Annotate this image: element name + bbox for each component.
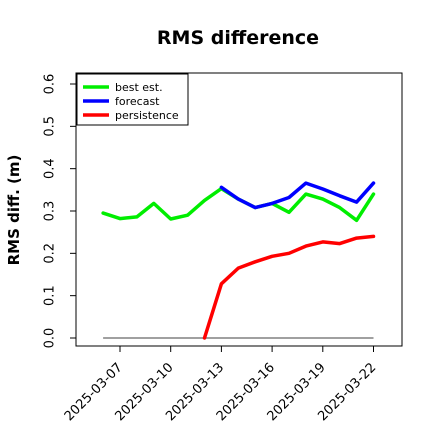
legend-label: forecast xyxy=(115,95,160,108)
legend-label: persistence xyxy=(115,109,179,122)
y-tick-label: 0.3 xyxy=(43,201,58,222)
plot-frame xyxy=(75,72,403,347)
series-line-forecast xyxy=(219,181,376,210)
y-tick-label: 0.4 xyxy=(43,158,58,179)
y-tick-label: 0.1 xyxy=(43,285,58,306)
plot-area: 0.00.10.20.30.40.50.62025-03-072025-03-1… xyxy=(43,72,403,424)
y-tick-label: 0.5 xyxy=(43,116,58,137)
y-tick-label: 0.6 xyxy=(43,74,58,95)
y-tick-label: 0.0 xyxy=(43,328,58,349)
chart-title: RMS difference xyxy=(157,27,319,49)
legend-label: best est. xyxy=(115,81,163,94)
series-line-persistence xyxy=(202,234,376,340)
y-tick-label: 0.2 xyxy=(43,243,58,264)
y-axis-label: RMS diff. (m) xyxy=(5,155,23,266)
